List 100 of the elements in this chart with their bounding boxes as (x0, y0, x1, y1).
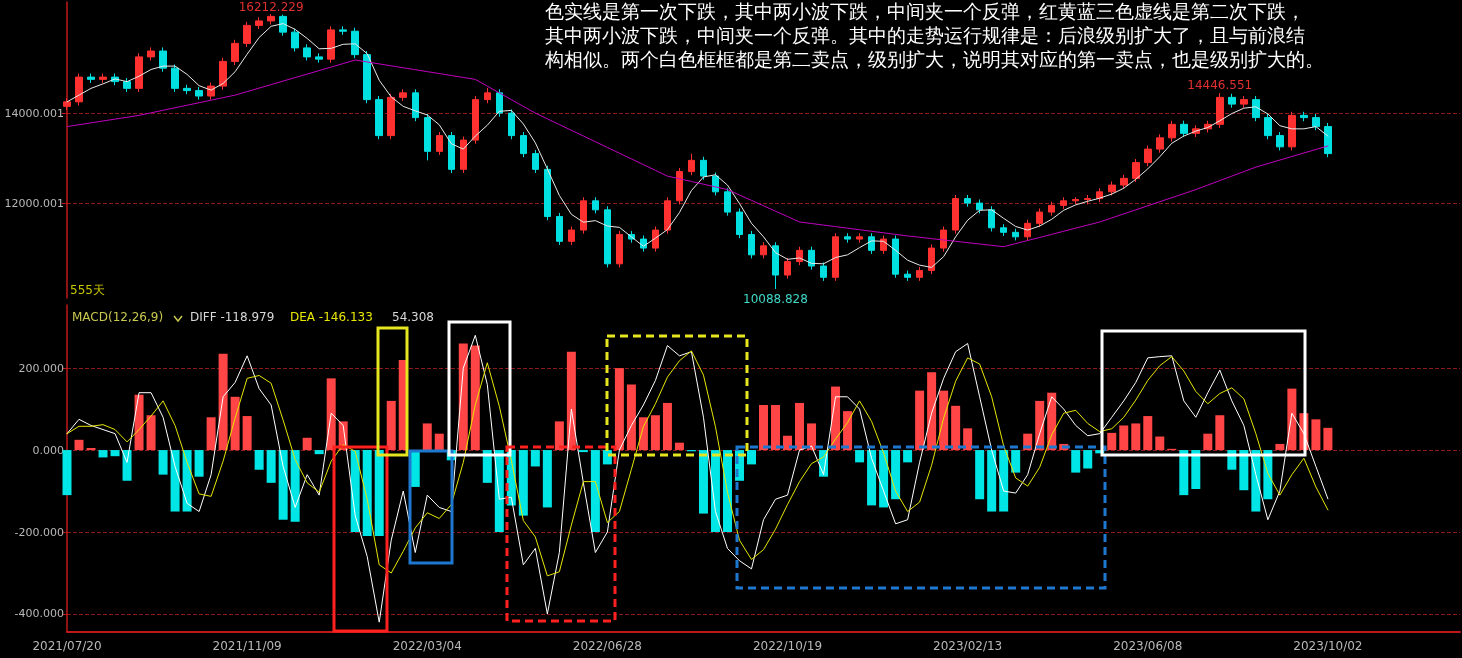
candlestick (147, 46, 155, 61)
candlestick (808, 246, 815, 271)
candlestick (375, 95, 383, 140)
bar (578, 450, 588, 453)
bar (1071, 450, 1081, 473)
candlestick (75, 73, 83, 106)
candlestick (1276, 131, 1284, 151)
candlestick (303, 43, 311, 61)
bar (110, 450, 120, 457)
candlestick (1000, 223, 1007, 237)
candlestick (556, 212, 563, 246)
bar (170, 450, 180, 512)
bar (98, 450, 108, 458)
candlestick (952, 194, 959, 235)
candlestick (1012, 228, 1019, 241)
bar (266, 450, 276, 483)
bar (554, 421, 564, 451)
annotation: 构相似。两个白色框框都是第二卖点，级别扩大，说明其对应的第一卖点，也是级别扩大的。 (545, 48, 1324, 71)
bar (290, 450, 300, 522)
candlestick (904, 270, 911, 282)
bar (230, 396, 240, 451)
candlestick (1264, 113, 1272, 140)
bar (771, 404, 781, 451)
candlestick (856, 232, 863, 244)
bar (1287, 388, 1297, 451)
bar (434, 433, 444, 451)
x-tick-label: 2022/03/04 (392, 639, 462, 653)
bar (242, 416, 252, 451)
candlestick (844, 232, 851, 244)
candlestick (688, 153, 695, 176)
bar (1215, 415, 1225, 451)
bar (518, 450, 528, 516)
bar (1275, 443, 1285, 451)
annotation: DEA -146.133 (290, 310, 373, 325)
bar (1011, 450, 1021, 473)
bar (1311, 419, 1321, 451)
x-tick-label: 2022/06/28 (572, 639, 642, 653)
bar (158, 450, 168, 475)
bar (1131, 423, 1141, 451)
candlestick (976, 198, 983, 214)
y-tick-label: 0.000 (32, 443, 64, 457)
candlestick (820, 261, 827, 282)
candlestick (159, 46, 167, 73)
annotation: MACD(12,26,9) (72, 310, 164, 325)
candlestick (652, 225, 659, 253)
candlestick (1036, 207, 1043, 228)
bar (807, 423, 817, 451)
candlestick (664, 196, 671, 235)
candlestick (279, 14, 287, 37)
y-tick-label: 200.000 (18, 361, 64, 375)
line-series (66, 350, 1329, 577)
bar (206, 417, 216, 451)
candlestick (327, 25, 335, 64)
bar (482, 450, 492, 483)
candlestick (472, 95, 479, 145)
candlestick (399, 88, 407, 102)
bar (674, 442, 684, 451)
candlestick (604, 205, 611, 268)
candlestick (1240, 95, 1248, 109)
candlestick (1288, 111, 1296, 151)
bar (999, 450, 1009, 512)
candlestick (315, 52, 323, 64)
candlestick (532, 149, 539, 174)
bar (530, 450, 540, 467)
candlestick (520, 131, 527, 158)
candlestick (195, 86, 203, 101)
candlestick (712, 171, 719, 196)
annotation: DIFF -118.979 (190, 310, 275, 325)
candlestick (928, 243, 935, 275)
bar (278, 450, 288, 520)
candlestick (1156, 133, 1164, 154)
bar (422, 423, 432, 451)
candlestick (87, 73, 95, 84)
candlestick (1180, 120, 1188, 138)
candlestick (387, 93, 395, 140)
candlestick (412, 88, 419, 122)
bar (662, 402, 672, 451)
candlestick (99, 73, 107, 84)
y-tick-label: 14000.001 (4, 106, 64, 120)
candlestick (424, 113, 431, 161)
bar (470, 345, 480, 451)
candlestick (580, 196, 587, 235)
bar (590, 450, 600, 533)
candlestick (1324, 122, 1332, 158)
candlestick (1228, 93, 1236, 109)
candlestick (484, 87, 491, 104)
x-tick-label: 2023/02/13 (933, 639, 1003, 653)
bar (915, 390, 925, 451)
bar (650, 415, 660, 451)
bar (302, 437, 312, 451)
bar (1119, 425, 1129, 451)
bar (746, 450, 756, 465)
candlestick (832, 232, 839, 282)
candlestick (1108, 180, 1116, 196)
bar (626, 384, 636, 451)
bar (987, 450, 997, 512)
bar (891, 450, 901, 500)
candlestick (135, 52, 143, 93)
bar (698, 450, 708, 514)
candlestick (1084, 194, 1091, 205)
